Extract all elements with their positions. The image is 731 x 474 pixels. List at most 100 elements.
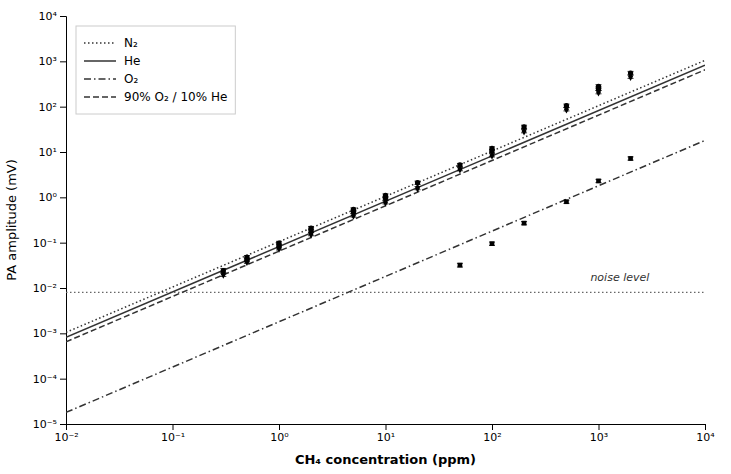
error-bar: [457, 263, 463, 267]
x-tick-label: 10²: [483, 431, 501, 444]
line: [66, 140, 705, 412]
y-axis-title: PA amplitude (mV): [4, 159, 19, 281]
legend: N₂ He O₂ 90% O₂ / 10% He: [76, 26, 235, 114]
point: [564, 105, 569, 114]
y-tick-mark: [60, 333, 66, 334]
legend-label: N₂: [124, 36, 138, 50]
y-tick: 10⁴: [39, 10, 66, 23]
legend-swatch: [84, 78, 116, 80]
point: [522, 127, 527, 136]
y-tick-mark: [60, 197, 66, 198]
x-tick-label: 10³: [590, 431, 608, 444]
x-axis-line: [67, 425, 706, 431]
y-tick: 10²: [39, 101, 66, 114]
point: [309, 230, 314, 239]
y-tick-mark: [60, 424, 66, 425]
point: [244, 257, 249, 266]
point: [276, 244, 281, 253]
point: [596, 88, 601, 97]
x-tick: 10¹: [377, 424, 395, 444]
legend-box: [76, 26, 235, 114]
y-tick: 10⁻¹: [33, 237, 66, 250]
scatter-series: [457, 156, 634, 267]
plot: 10⁻²10⁻¹10⁰10¹10²10³10⁴10⁻⁵10⁻⁴10⁻³10⁻²1…: [33, 10, 716, 444]
y-tick: 10⁰: [39, 191, 66, 204]
y-tick-mark: [60, 107, 66, 108]
y-tick: 10³: [39, 55, 66, 68]
x-tick-mark: [386, 424, 387, 430]
x-tick-mark: [279, 424, 280, 430]
point: [415, 184, 420, 193]
legend-swatch: [84, 96, 116, 98]
y-tick-mark: [60, 379, 66, 380]
y-tick: 10¹: [39, 146, 66, 159]
legend-label: O₂: [124, 72, 138, 86]
x-tick-mark: [705, 424, 706, 430]
y-tick-mark: [60, 243, 66, 244]
y-tick-label: 10⁻⁴: [33, 373, 58, 386]
point: [522, 221, 527, 226]
point: [628, 156, 633, 161]
x-tick-label: 10⁻¹: [161, 431, 185, 444]
legend-label: 90% O₂ / 10% He: [124, 90, 227, 104]
y-tick: 10⁻²: [33, 282, 66, 295]
legend-swatch: [84, 60, 116, 62]
error-bar: [563, 200, 569, 203]
y-tick-mark: [60, 288, 66, 289]
point: [628, 72, 633, 81]
y-tick-label: 10⁰: [39, 191, 58, 204]
line: [66, 60, 705, 332]
scatter-series: [220, 70, 633, 273]
x-tick-mark: [599, 424, 600, 430]
x-tick-label: 10⁴: [696, 431, 715, 444]
legend-label: He: [124, 54, 140, 68]
error-bar: [489, 242, 495, 245]
point: [457, 165, 462, 174]
point: [596, 179, 601, 184]
x-tick-label: 10⁻²: [54, 431, 78, 444]
x-tick: 10⁴: [696, 424, 715, 444]
y-tick-mark: [60, 152, 66, 153]
legend-swatch: [84, 42, 116, 44]
error-bar: [596, 179, 602, 182]
chart: 10⁻²10⁻¹10⁰10¹10²10³10⁴10⁻⁵10⁻⁴10⁻³10⁻²1…: [0, 0, 731, 474]
annotation: noise level: [590, 271, 649, 284]
y-tick-label: 10⁻²: [33, 282, 57, 295]
point: [490, 241, 495, 246]
x-tick: 10⁰: [270, 424, 289, 444]
x-tick-mark: [492, 424, 493, 430]
x-tick: 10⁻¹: [161, 424, 185, 444]
y-tick-label: 10³: [39, 55, 57, 68]
x-tick: 10²: [483, 424, 501, 444]
point: [489, 146, 494, 151]
y-tick: 10⁻³: [33, 327, 66, 340]
y-axis: 10⁻⁵ 10⁻⁴ 10⁻³ 10⁻² 10⁻¹ 10⁰ 10¹ 10² 10³ 10⁴: [33, 10, 67, 431]
error-bar: [628, 157, 634, 160]
point: [383, 193, 388, 198]
error-bar: [521, 222, 527, 225]
y-tick-mark: [60, 61, 66, 62]
point: [489, 151, 494, 160]
x-tick-label: 10⁰: [270, 431, 289, 444]
y-tick-label: 10⁻⁵: [33, 418, 57, 431]
x-tick-label: 10¹: [377, 431, 395, 444]
scatter-series: [220, 72, 633, 278]
x-tick: 10⁻²: [54, 424, 78, 444]
y-tick-label: 10⁻¹: [33, 237, 57, 250]
y-tick-label: 10⁻³: [33, 327, 57, 340]
x-tick-mark: [173, 424, 174, 430]
point: [351, 211, 356, 220]
point: [564, 199, 569, 204]
x-axis-title: CH₄ concentration (ppm): [295, 452, 476, 467]
x-axis: 10⁻² 10⁻¹ 10⁰ 10¹ 10² 10³ 10⁴: [54, 424, 715, 444]
point: [221, 270, 226, 279]
y-tick-label: 10¹: [39, 146, 57, 159]
y-tick-label: 10²: [39, 101, 57, 114]
y-tick: 10⁻⁴: [33, 373, 66, 386]
point: [383, 198, 388, 207]
y-tick-label: 10⁴: [39, 10, 58, 23]
point: [458, 263, 463, 268]
y-tick: 10⁻⁵: [33, 418, 66, 431]
y-axis-line: [60, 17, 67, 425]
x-tick: 10³: [590, 424, 608, 444]
